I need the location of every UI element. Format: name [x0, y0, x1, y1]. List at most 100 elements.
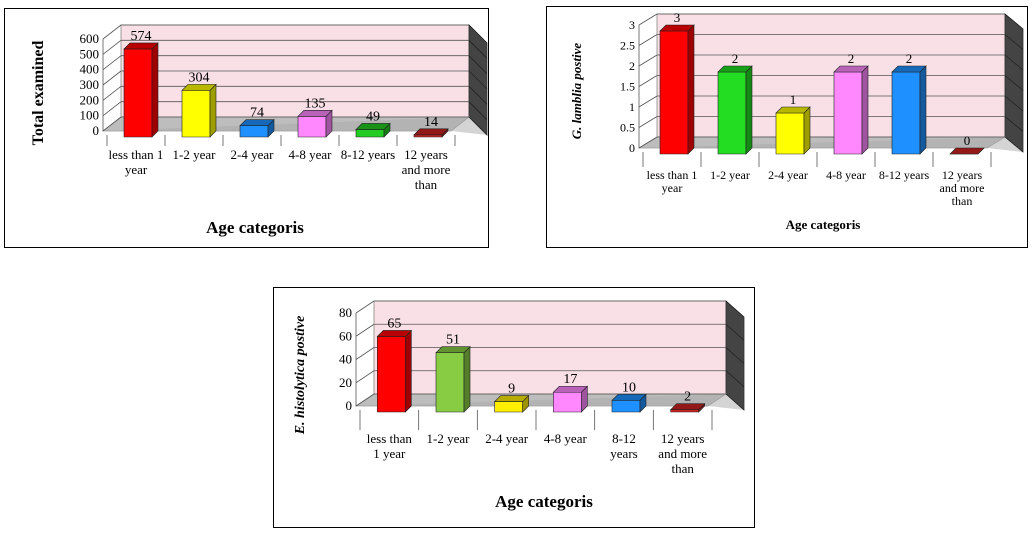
- side-gridline: [468, 40, 488, 59]
- gridline-depth: [638, 34, 658, 46]
- chart-total-examined: 0 100 200 300 400 500 600 574 less than 1 year 304…: [4, 8, 489, 248]
- data-label: 2: [732, 51, 739, 66]
- bar-3: [493, 394, 530, 413]
- bar-top: [833, 65, 869, 73]
- bar-front: [239, 125, 269, 138]
- chart-e-histolytica: 0 20 40 60 80 65 less than 1 year 51 1-2 year 9 2-4…: [273, 287, 755, 528]
- x-tick-label: 2-4 year: [485, 431, 529, 446]
- bar-2: [435, 345, 471, 413]
- bar-front: [494, 401, 523, 413]
- bar-4: [552, 385, 589, 413]
- bar-1: [376, 329, 413, 413]
- x-axis-title: Age categoris: [495, 492, 593, 511]
- bar-side: [405, 329, 412, 413]
- y-tick-label: 200: [80, 92, 100, 107]
- bar-top: [123, 42, 159, 50]
- side-gridline: [468, 116, 488, 136]
- x-axis-title: Age categoris: [786, 217, 861, 232]
- bar-5: [891, 65, 927, 155]
- bar-front: [891, 71, 921, 155]
- gridline-depth: [638, 75, 658, 87]
- x-tick-label: 8-12 years: [879, 168, 930, 182]
- bar-3: [775, 106, 811, 155]
- bar-top: [413, 128, 449, 136]
- gridline-depth: [638, 95, 658, 108]
- bar-top: [435, 346, 471, 354]
- bar-side: [463, 345, 471, 413]
- bar-top: [239, 119, 275, 126]
- x-tick-label: 4-8 year: [826, 168, 866, 182]
- side-gridline: [1004, 54, 1024, 71]
- data-label: 10: [622, 380, 636, 395]
- bar-top: [355, 123, 391, 130]
- bar-side: [151, 42, 159, 138]
- data-label: 0: [964, 133, 971, 148]
- bar-front: [123, 48, 153, 138]
- data-label: 17: [563, 372, 577, 387]
- data-label: 304: [189, 70, 210, 85]
- gridline-depth: [638, 136, 658, 149]
- y-tick-label: 40: [339, 352, 352, 367]
- y-tick-label: 500: [80, 46, 100, 61]
- bar-2: [181, 83, 217, 138]
- bar-front: [717, 71, 747, 155]
- bar-top: [659, 24, 695, 32]
- x-tick-label: less than 1 year: [367, 431, 413, 461]
- bar-top: [552, 385, 589, 393]
- y-tick-label: 600: [80, 31, 100, 46]
- x-tick-label: 12 years and more than: [658, 431, 707, 476]
- x-tick-label: 12 years and more than: [940, 168, 985, 208]
- bar-2: [717, 65, 753, 155]
- y-tick-label: 2: [629, 59, 635, 73]
- bar-top: [376, 330, 413, 337]
- bar-5: [611, 393, 647, 413]
- gridline-depth: [102, 24, 122, 40]
- bar-front: [553, 391, 582, 413]
- bar-front: [413, 134, 443, 138]
- side-gridline: [468, 55, 488, 74]
- bar-top: [669, 403, 706, 410]
- x-tick-label: less than 1 year: [109, 147, 164, 177]
- y-tick-label: 60: [339, 328, 352, 343]
- x-tick-label: 12 years and more than: [402, 147, 451, 192]
- y-tick-label: 2.5: [620, 39, 635, 53]
- data-label: 2: [684, 390, 691, 405]
- gridline-depth: [102, 86, 122, 101]
- bar-1: [659, 24, 695, 155]
- chart-e-histolytica-svg: 0 20 40 60 80 65 less than 1 year 51 1-2 year 9 2-4…: [293, 300, 745, 511]
- side-gridline: [1004, 116, 1024, 132]
- gridline-depth: [638, 54, 658, 67]
- data-label: 49: [366, 109, 380, 124]
- data-label: 135: [305, 96, 326, 111]
- data-label: 65: [387, 316, 401, 331]
- gridline-depth: [355, 323, 375, 337]
- y-tick-label: 400: [80, 62, 100, 77]
- bar-front: [670, 409, 699, 413]
- bar-front: [377, 336, 406, 413]
- y-tick-label: 80: [339, 305, 352, 320]
- y-tick-label: 0: [629, 141, 635, 155]
- bar-front: [181, 90, 211, 138]
- y-tick-label: 3: [629, 18, 635, 32]
- chart-g-lamblia: 0 0.5 1 1.5 2 2.5 3 3 less than 1 year 2 1-2 year 1 2…: [546, 6, 1028, 248]
- bar-top: [891, 65, 927, 73]
- data-label: 74: [250, 106, 264, 121]
- side-gridline: [1004, 75, 1024, 91]
- gridline-depth: [638, 13, 658, 26]
- y-axis-title: G. lamblia postive: [569, 43, 584, 140]
- data-label: 9: [508, 382, 515, 397]
- floor-shadow: [639, 137, 1023, 152]
- data-label: 3: [674, 10, 681, 25]
- bar-side: [919, 65, 927, 155]
- x-tick-label: 1-2 year: [710, 168, 750, 182]
- side-gridline: [725, 370, 745, 388]
- x-tick-label: 8-12 years: [341, 147, 396, 162]
- side-gridline: [725, 347, 745, 364]
- bar-6: [949, 147, 985, 155]
- side-gridline: [1004, 136, 1024, 153]
- side-gridline: [1004, 34, 1024, 50]
- x-tick-label: 4-8 year: [544, 431, 588, 446]
- gridline-depth: [355, 393, 375, 407]
